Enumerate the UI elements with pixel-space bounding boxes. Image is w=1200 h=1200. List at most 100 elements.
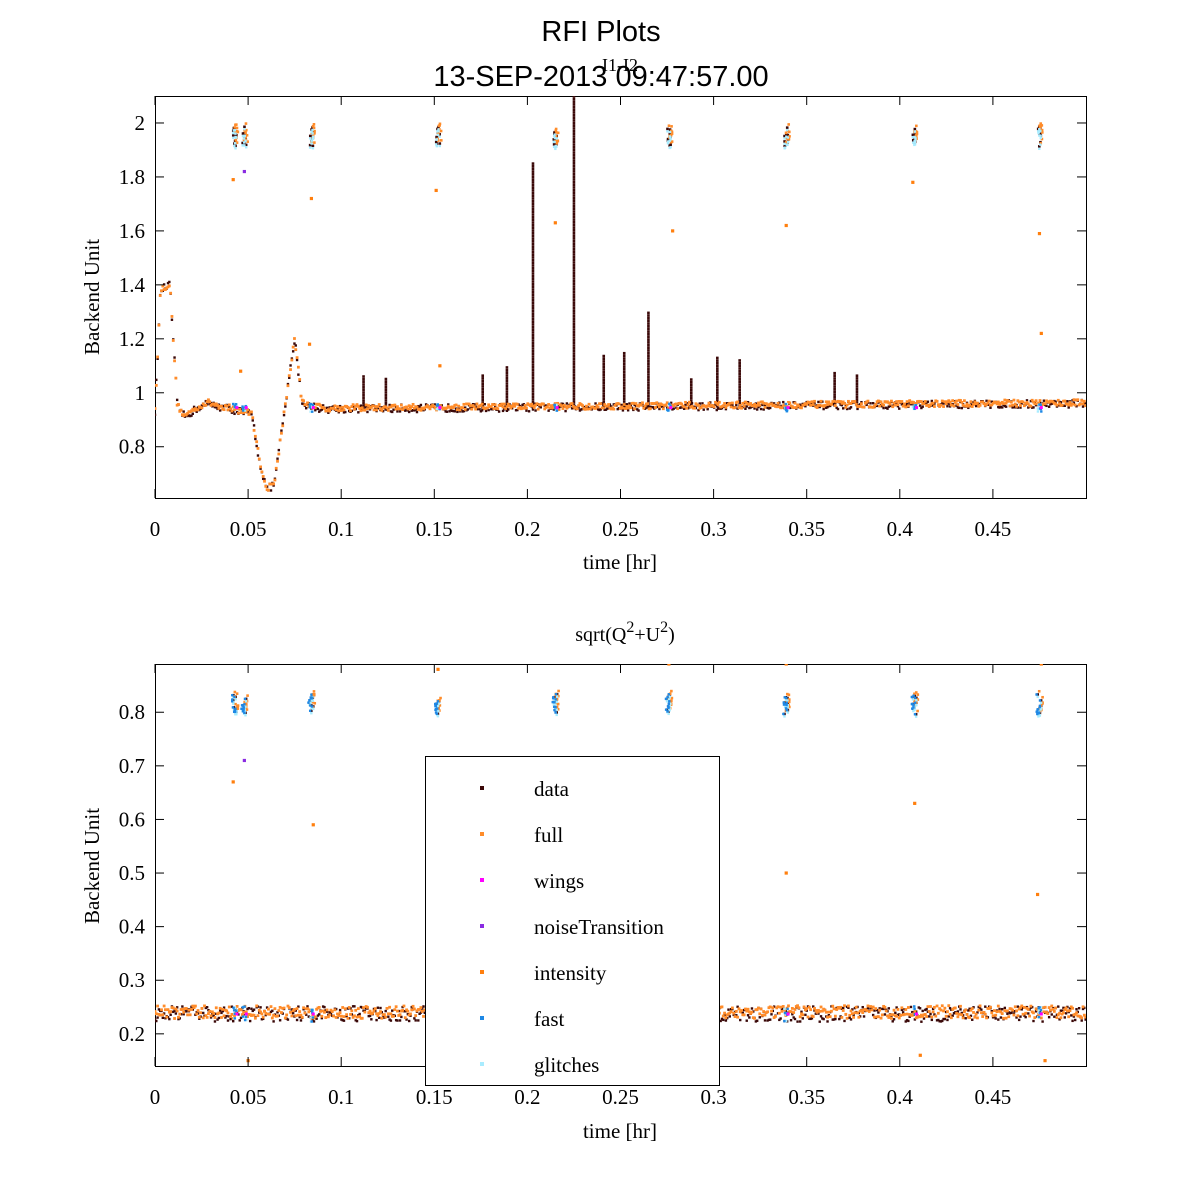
full-point — [631, 401, 635, 405]
data-spike-point — [716, 370, 719, 373]
full-point — [760, 1013, 764, 1017]
data-point — [1075, 1008, 1078, 1011]
data-point — [209, 1016, 213, 1019]
data-spike-point — [622, 370, 626, 374]
glitch-point — [235, 136, 238, 139]
fast-point — [784, 707, 788, 710]
data-spike-point — [572, 145, 576, 149]
data-point — [185, 1010, 188, 1013]
full-point — [994, 1013, 998, 1017]
full-point — [1026, 402, 1030, 406]
data-point — [745, 405, 748, 408]
data-point — [898, 407, 901, 410]
data-point — [625, 403, 629, 406]
data-point — [974, 404, 978, 408]
full-point — [1020, 1004, 1024, 1008]
y-tick-label: 0.8 — [119, 700, 145, 724]
data-spike-point — [855, 377, 859, 380]
full-point — [371, 1011, 375, 1015]
data-point — [860, 400, 863, 404]
data-point — [596, 408, 600, 411]
data-spike-point — [572, 328, 576, 331]
data-point — [1027, 1012, 1030, 1015]
data-spike-point — [572, 255, 576, 259]
full-point — [951, 399, 955, 403]
data-spike-point — [622, 354, 626, 358]
data-spike-point — [384, 396, 388, 400]
x-tick-label: 0.2 — [514, 1085, 540, 1109]
full-point — [392, 1014, 395, 1018]
data-point — [847, 1006, 850, 1009]
full-point — [233, 408, 236, 411]
fast-point — [308, 709, 312, 712]
glitch-point — [914, 715, 918, 718]
full-point — [469, 404, 472, 408]
fast-point — [309, 704, 312, 707]
legend-marker-full — [480, 832, 484, 836]
data-point — [845, 407, 849, 411]
data-point — [763, 1019, 767, 1022]
full-point — [169, 1010, 173, 1013]
full-point — [162, 1004, 166, 1008]
data-spike-point — [531, 240, 535, 243]
data-point — [951, 1014, 954, 1017]
data-point — [1045, 404, 1048, 408]
full-point — [697, 404, 700, 407]
full-point — [192, 1006, 196, 1010]
full-point — [960, 1013, 964, 1017]
data-point — [195, 410, 198, 413]
full-point — [216, 404, 219, 407]
data-point — [921, 405, 924, 408]
data-point — [935, 1019, 939, 1022]
data-spike-point — [531, 191, 535, 195]
full-point — [187, 1008, 191, 1012]
data-point — [1024, 1015, 1027, 1019]
glitch-point — [668, 135, 671, 138]
data-spike-point — [647, 394, 650, 398]
data-spike-point — [572, 148, 576, 152]
full-point — [906, 404, 910, 408]
data-spike-point — [572, 188, 576, 192]
bottom-panel-title: sqrt(Q2+U2) — [575, 619, 675, 646]
data-spike-point — [572, 167, 576, 170]
full-point — [819, 399, 823, 403]
data-spike-point — [647, 391, 650, 395]
full-point — [1041, 1006, 1045, 1010]
legend: datafullwingsnoiseTransitionintensityfas… — [425, 756, 720, 1086]
data-spike-point — [531, 210, 535, 214]
full-point — [660, 403, 664, 407]
data-spike-point — [531, 315, 535, 318]
data-point — [216, 1018, 219, 1021]
fast-point — [310, 693, 313, 696]
data-point — [660, 405, 664, 408]
glitch-point — [665, 700, 669, 703]
full-point — [389, 1012, 393, 1016]
fast-point — [910, 695, 914, 699]
full-point — [747, 1010, 751, 1014]
full-point — [386, 408, 390, 412]
glitch-point — [913, 140, 917, 144]
full-point — [196, 1009, 200, 1012]
data-spike-point — [531, 226, 535, 230]
full-point — [762, 1010, 766, 1013]
full-point — [155, 1012, 158, 1016]
data-point — [484, 409, 488, 413]
data-point — [259, 467, 262, 470]
data-spike-point — [531, 274, 535, 278]
data-spike-point — [362, 396, 365, 400]
data-point — [887, 405, 891, 408]
full-point — [929, 1005, 932, 1008]
full-point — [548, 406, 552, 410]
data-point — [947, 402, 950, 405]
full-point — [401, 1009, 405, 1012]
data-point — [662, 406, 665, 409]
data-spike-point — [531, 365, 535, 369]
full-point — [947, 1004, 951, 1008]
data-point — [168, 1017, 171, 1021]
data-point — [741, 1011, 745, 1015]
data-spike-point — [622, 392, 626, 395]
full-point — [285, 1013, 289, 1017]
full-point — [414, 1014, 418, 1017]
full-point — [380, 409, 384, 412]
data-point — [929, 1012, 932, 1016]
